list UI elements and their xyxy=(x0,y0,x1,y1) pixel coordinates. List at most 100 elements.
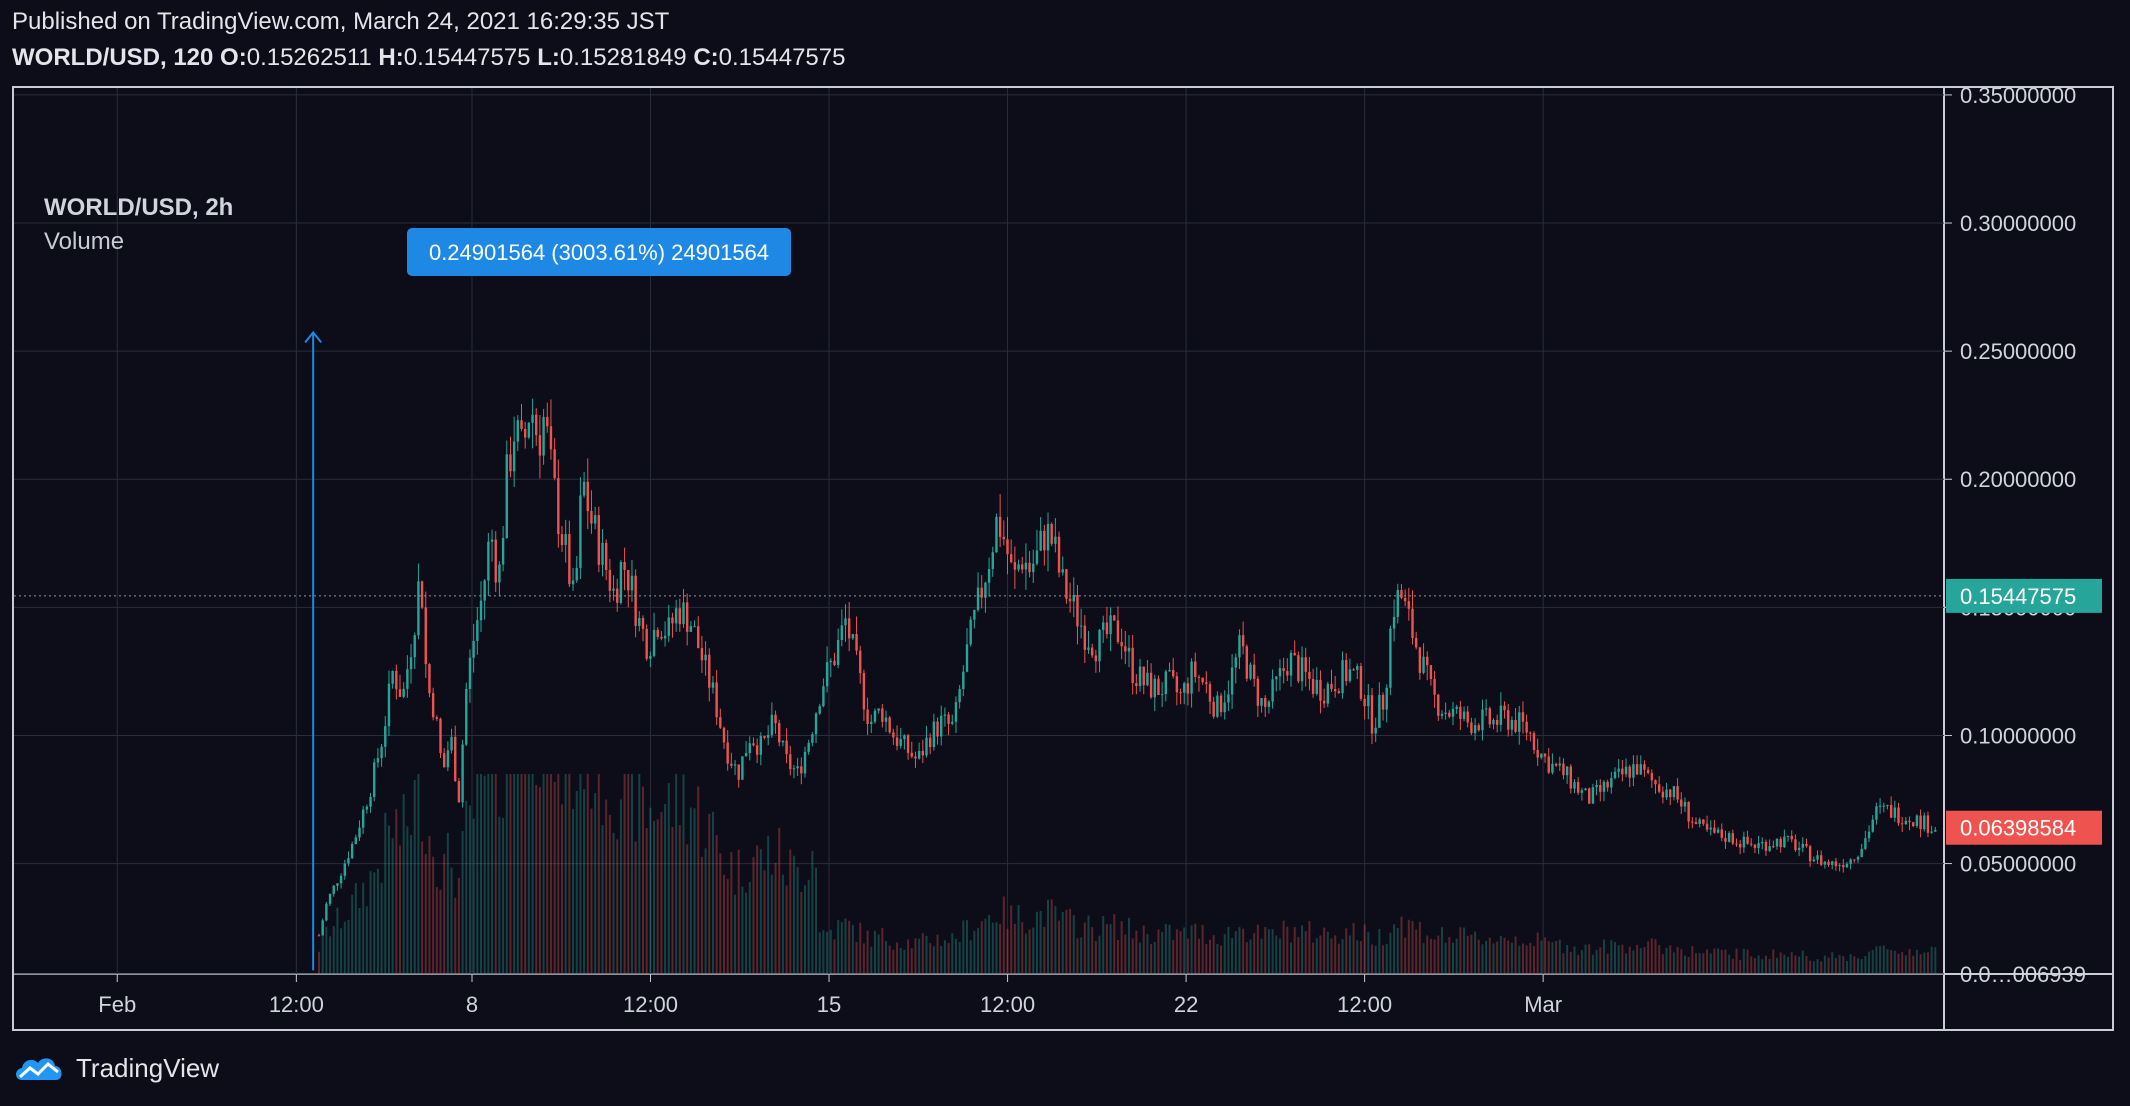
candle-body xyxy=(1540,753,1543,758)
volume-bar xyxy=(833,939,836,974)
candle-body xyxy=(490,539,494,542)
volume-bar xyxy=(1345,928,1348,974)
volume-bar xyxy=(575,790,578,974)
candle-body xyxy=(1797,847,1801,851)
candle-body xyxy=(1886,804,1889,806)
volume-bar xyxy=(380,882,383,974)
volume-bar xyxy=(995,922,998,974)
volume-bar xyxy=(619,799,622,974)
candle-body xyxy=(535,414,538,436)
tradingview-logo[interactable]: TradingView xyxy=(12,1052,219,1084)
low-label: L: xyxy=(537,44,560,71)
volume-bar xyxy=(1820,961,1823,974)
volume-bar xyxy=(583,789,586,974)
volume-bar xyxy=(822,930,825,974)
candle-body xyxy=(420,581,424,608)
candle-body xyxy=(847,618,851,639)
candle-body xyxy=(387,683,391,727)
volume-bar xyxy=(1161,932,1164,974)
volume-bar xyxy=(925,935,928,974)
volume-bar xyxy=(1371,944,1373,974)
volume-bar xyxy=(1827,957,1830,974)
volume-bar xyxy=(781,874,784,974)
volume-bar xyxy=(1083,922,1086,974)
candle-body xyxy=(1576,782,1580,793)
candle-body xyxy=(1709,827,1712,830)
volume-bar xyxy=(561,804,563,974)
volume-bar xyxy=(1330,938,1333,974)
candle-body xyxy=(1116,620,1120,643)
candle-body xyxy=(763,736,766,738)
volume-bar xyxy=(1753,958,1756,974)
candle-body xyxy=(1087,647,1090,650)
candle-body xyxy=(1731,833,1735,844)
candle-body xyxy=(1157,678,1160,695)
candle-body xyxy=(936,721,939,737)
volume-bar xyxy=(1002,896,1005,974)
volume-bar xyxy=(815,867,818,974)
candle-body xyxy=(1385,687,1388,710)
candle-body xyxy=(590,511,593,524)
volume-bar xyxy=(1606,953,1609,974)
volume-bar xyxy=(1087,915,1090,974)
volume-bar xyxy=(962,920,965,974)
candle-body xyxy=(1481,709,1484,731)
chart-canvas[interactable]: 0.35000000 0.30000000 0.25000000 0.20000000… xyxy=(14,88,2112,1029)
volume-bar xyxy=(730,852,733,974)
volume-bar xyxy=(1915,949,1918,974)
volume-bar xyxy=(745,892,748,974)
candle-body xyxy=(1838,865,1841,867)
candle-body xyxy=(1934,829,1937,832)
candle-body xyxy=(1179,692,1182,694)
volume-bar xyxy=(1010,905,1013,974)
volume-bar xyxy=(1341,939,1344,974)
candle-body xyxy=(568,534,571,585)
volume-bar xyxy=(1533,946,1535,974)
candle-body xyxy=(1083,625,1087,650)
candle-body xyxy=(649,655,652,659)
candle-body xyxy=(461,744,464,803)
volume-bar xyxy=(708,813,711,974)
volume-bar xyxy=(1466,935,1469,974)
candle-body xyxy=(1227,694,1230,703)
candle-body xyxy=(814,713,818,735)
volume-bar xyxy=(1860,959,1863,974)
candle-body xyxy=(483,580,486,601)
volume-bar xyxy=(1650,938,1653,974)
volume-bar xyxy=(1536,932,1539,974)
candle-body xyxy=(1827,861,1830,865)
volume-bar xyxy=(1293,927,1296,974)
volume-bar xyxy=(693,808,696,974)
candle-body xyxy=(1595,785,1598,788)
volume-bar xyxy=(432,856,435,974)
candle-body xyxy=(1149,672,1153,698)
volume-bar xyxy=(1588,944,1591,974)
volume-bar xyxy=(1278,938,1281,974)
candle-body xyxy=(1201,677,1204,683)
candle-body xyxy=(1437,694,1440,716)
chart-frame[interactable]: 0.35000000 0.30000000 0.25000000 0.20000000… xyxy=(12,86,2114,1031)
candle-body xyxy=(1131,647,1134,684)
candle-body xyxy=(1624,766,1628,775)
candle-body xyxy=(391,670,394,684)
candle-body xyxy=(1547,756,1550,773)
volume-bar xyxy=(1422,943,1425,974)
candle-body xyxy=(1043,530,1046,551)
volume-bar xyxy=(579,774,582,974)
volume-bar xyxy=(940,946,943,974)
volume-bar xyxy=(439,889,442,974)
candle-body xyxy=(523,428,527,438)
volume-bar xyxy=(829,929,832,974)
candle-body xyxy=(1525,721,1528,733)
candle-body xyxy=(1032,563,1035,573)
candle-body xyxy=(1308,671,1311,679)
volume-bar xyxy=(1735,948,1738,974)
candle-body xyxy=(354,837,358,844)
candle-body xyxy=(645,628,648,659)
candle-body xyxy=(450,736,453,751)
candle-body xyxy=(1775,838,1779,847)
candle-body xyxy=(1459,706,1462,719)
candle-body xyxy=(1238,635,1241,658)
volume-bar xyxy=(557,774,560,974)
volume-bar xyxy=(1923,952,1926,974)
